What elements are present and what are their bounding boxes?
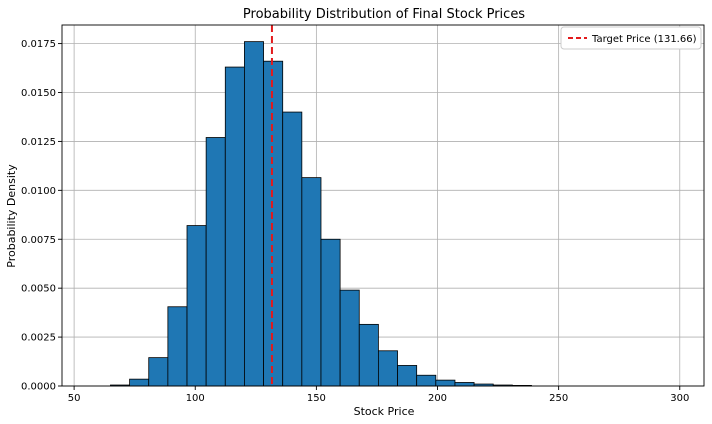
histogram-bar <box>263 60 284 387</box>
y-tick-label: 0.0175 <box>21 39 56 50</box>
ticks-layer: 50 100 150 200 250 300 0.0000 0.0025 0.0050 0.007… <box>21 39 689 404</box>
histogram-bar <box>397 365 418 387</box>
y-tick-label: 0.0100 <box>21 186 56 197</box>
x-tick-label: 250 <box>549 393 568 404</box>
histogram-bar <box>186 225 207 387</box>
grid-layer <box>62 25 704 387</box>
histogram-bar <box>148 357 169 387</box>
plot-frame <box>61 24 705 387</box>
x-axis-label: Stock Price <box>354 405 415 418</box>
legend: Target Price (131.66) <box>560 26 702 50</box>
bars-layer <box>110 41 532 387</box>
histogram-bar <box>435 379 456 387</box>
x-tick-label: 100 <box>186 393 205 404</box>
histogram-bar <box>454 382 475 387</box>
histogram-bar <box>358 323 379 387</box>
histogram-bar <box>244 41 264 387</box>
y-tick-label: 0.0125 <box>21 137 56 148</box>
histogram-bar <box>301 177 322 387</box>
histogram-bar <box>339 289 360 387</box>
legend-label-target-price: Target Price (131.66) <box>591 34 697 45</box>
histogram-bar <box>224 66 245 387</box>
x-tick-label: 300 <box>670 393 689 404</box>
histogram-bar <box>377 350 398 387</box>
y-tick-label: 0.0075 <box>21 235 56 246</box>
histogram-bar <box>320 238 341 387</box>
histogram-bar <box>282 111 303 387</box>
histogram-bar <box>129 378 150 387</box>
y-tick-label: 0.0050 <box>21 284 56 295</box>
chart-title: Probability Distribution of Final Stock … <box>243 7 525 22</box>
histogram-bar <box>416 374 437 387</box>
legend-box <box>560 26 702 50</box>
y-tick-label: 0.0000 <box>21 382 56 393</box>
y-axis-label: Probability Density <box>5 164 18 268</box>
y-tick-label: 0.0025 <box>21 333 56 344</box>
y-tick-label: 0.0150 <box>21 88 56 99</box>
x-tick-label: 150 <box>307 393 326 404</box>
axes-layer <box>61 24 705 387</box>
histogram-bar <box>167 306 188 387</box>
x-tick-label: 50 <box>68 393 81 404</box>
x-tick-label: 200 <box>428 393 447 404</box>
histogram-bar <box>205 137 226 387</box>
